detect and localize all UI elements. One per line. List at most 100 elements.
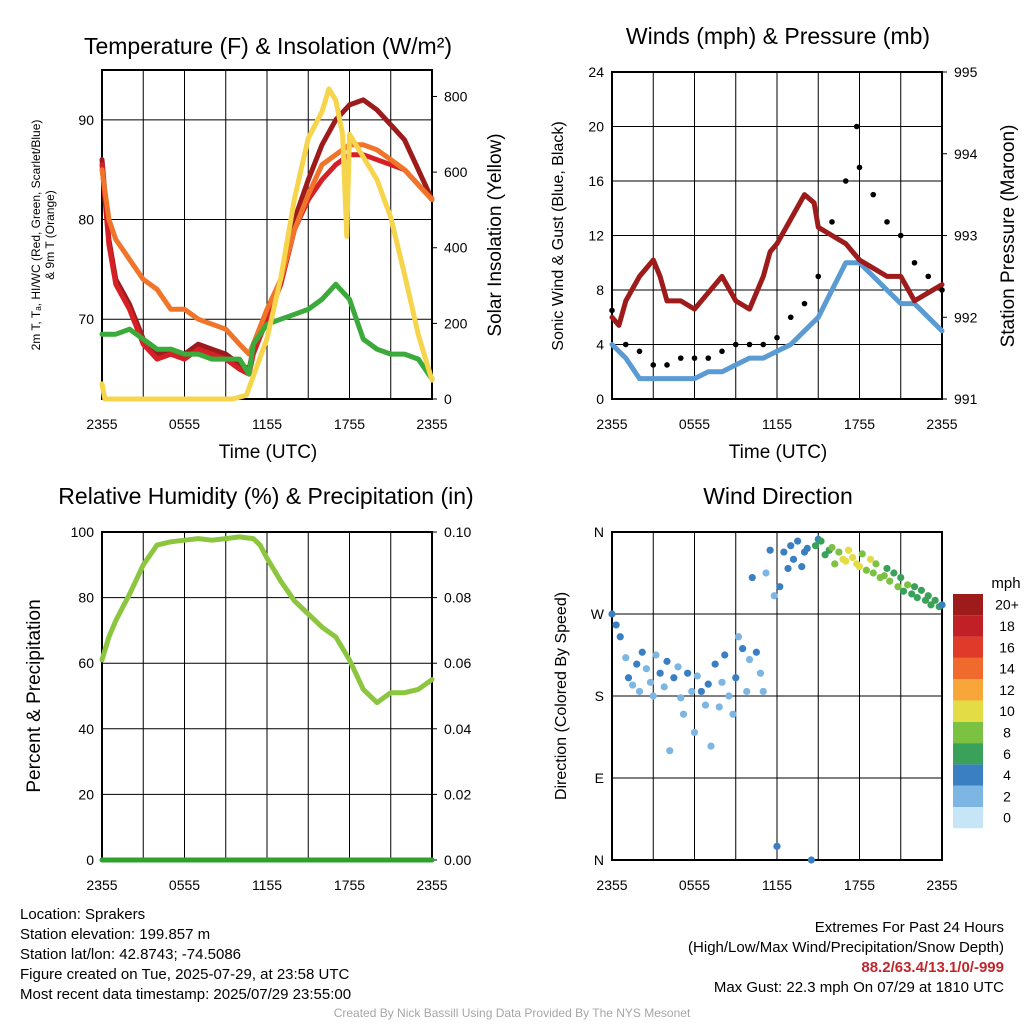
rh-title: Relative Humidity (%) & Precipitation (i…	[58, 483, 473, 509]
colorbar-label: 0	[1003, 810, 1011, 826]
y2-tick-label: 0.02	[444, 786, 471, 802]
y2-tick-label: 991	[954, 391, 978, 407]
gust-dot	[939, 287, 945, 293]
wind-plot: 0 4 8 12 16 20 24 991 992 993 994 995 2355 0555 1155 17…	[588, 64, 977, 432]
direction-point	[869, 569, 877, 577]
temp-ylabel-left-1: 2m T, Tₐ, HI/WC (Red, Green, Scarlet/Blu…	[29, 120, 43, 351]
gust-dot	[650, 362, 657, 368]
y-tick-label: S	[595, 688, 604, 704]
elevation-text: Station elevation: 199.857 m	[20, 926, 211, 943]
colorbar: 0 2 4 6 8 10 12 14 16 18 20+	[953, 594, 1019, 829]
y-tick-label: 8	[596, 282, 604, 298]
colorbar-label: 14	[999, 661, 1015, 677]
direction-point	[938, 601, 946, 609]
wind-title: Winds (mph) & Pressure (mb)	[626, 23, 930, 49]
gust-dot	[760, 341, 767, 348]
y2-tick-label: 0.10	[444, 524, 471, 540]
gust-dot	[853, 123, 860, 130]
direction-point	[784, 564, 792, 573]
credit-text: Created By Nick Bassill Using Data Provi…	[333, 1006, 691, 1020]
direction-point	[693, 672, 701, 680]
direction-point	[697, 687, 705, 696]
x-tick-label: 1155	[762, 877, 792, 893]
direction-point	[890, 569, 898, 577]
series-line	[609, 260, 945, 382]
direction-point	[780, 548, 788, 556]
direction-point	[663, 657, 671, 665]
colorbar-cell	[953, 636, 983, 658]
rh-plot: 0 20 40 60 80 100 0.00 0.02 0.04 0.06 0.08 0.10 2355…	[71, 524, 472, 893]
dir-title: Wind Direction	[703, 483, 853, 509]
direction-point	[646, 678, 655, 686]
direction-point	[913, 594, 921, 602]
x-tick-label: 0555	[169, 877, 200, 893]
gust-dot	[842, 178, 849, 184]
y-tick-label: 4	[596, 337, 604, 353]
direction-point	[638, 648, 646, 656]
colorbar-cell	[953, 743, 983, 765]
colorbar-label: 12	[999, 682, 1015, 698]
x-tick-label: 1155	[252, 416, 282, 432]
y2-tick-label: 994	[954, 146, 978, 162]
y-tick-label: 16	[588, 173, 604, 189]
gust-dot	[636, 348, 643, 355]
recent-data-text: Most recent data timestamp: 2025/07/29 2…	[20, 986, 352, 1003]
direction-point	[652, 651, 660, 659]
direction-point	[729, 710, 737, 718]
colorbar-title: mph	[991, 575, 1020, 592]
wind-ylabel-left: Sonic Wind & Gust (Blue, Black)	[550, 121, 567, 350]
x-tick-label: 2355	[926, 416, 957, 432]
gust-dot	[911, 259, 918, 266]
direction-point	[679, 710, 688, 718]
direction-point	[794, 537, 802, 545]
colorbar-label: 16	[999, 639, 1015, 655]
direction-point	[849, 553, 857, 562]
direction-point	[858, 550, 866, 558]
x-tick-label: 0555	[679, 877, 710, 893]
direction-point	[908, 590, 916, 598]
direction-point	[904, 581, 912, 589]
extremes-info: Extremes For Past 24 Hours (High/Low/Max…	[688, 918, 1004, 998]
extremes-values: 88.2/63.4/13.1/0/-999	[861, 959, 1004, 976]
y-tick-label: 24	[588, 64, 604, 80]
y2-tick-label: 0	[444, 391, 452, 407]
x-tick-label: 1755	[334, 877, 365, 893]
direction-point	[743, 687, 751, 696]
y2-tick-label: 600	[444, 164, 468, 180]
direction-point	[612, 621, 620, 629]
y-tick-label: 100	[71, 524, 95, 540]
series-line	[99, 86, 435, 402]
extremes-subtitle: (High/Low/Max Wind/Precipitation/Snow De…	[688, 939, 1004, 956]
direction-point	[803, 544, 811, 553]
temp-ylabel-left-2: & 9m T (Orange)	[43, 190, 57, 280]
direction-point	[718, 678, 726, 686]
direction-point	[670, 674, 678, 682]
direction-point	[656, 669, 664, 677]
direction-point	[762, 569, 770, 577]
direction-point	[734, 633, 743, 641]
direction-point	[688, 687, 696, 696]
direction-point	[910, 583, 919, 591]
colorbar-cell	[953, 700, 983, 722]
direction-point	[752, 648, 760, 656]
y2-tick-label: 0.00	[444, 852, 471, 868]
direction-point	[897, 573, 905, 582]
gust-dot	[719, 348, 725, 355]
y-tick-label: 90	[78, 112, 94, 128]
direction-point	[629, 681, 637, 689]
gust-dot	[622, 341, 629, 348]
direction-point	[883, 564, 891, 573]
plot-frame	[611, 531, 943, 861]
y2-tick-label: 993	[954, 228, 978, 244]
direction-point	[770, 592, 778, 600]
direction-point	[624, 674, 633, 682]
gust-dot	[801, 300, 808, 307]
direction-point	[880, 572, 888, 580]
colorbar-cell	[953, 785, 983, 807]
y-tick-label: 20	[588, 119, 604, 135]
colorbar-cell	[953, 615, 983, 637]
direction-point	[855, 563, 864, 571]
direction-point	[616, 633, 624, 641]
y2-tick-label: 992	[954, 309, 978, 325]
colorbar-cell	[953, 807, 983, 829]
